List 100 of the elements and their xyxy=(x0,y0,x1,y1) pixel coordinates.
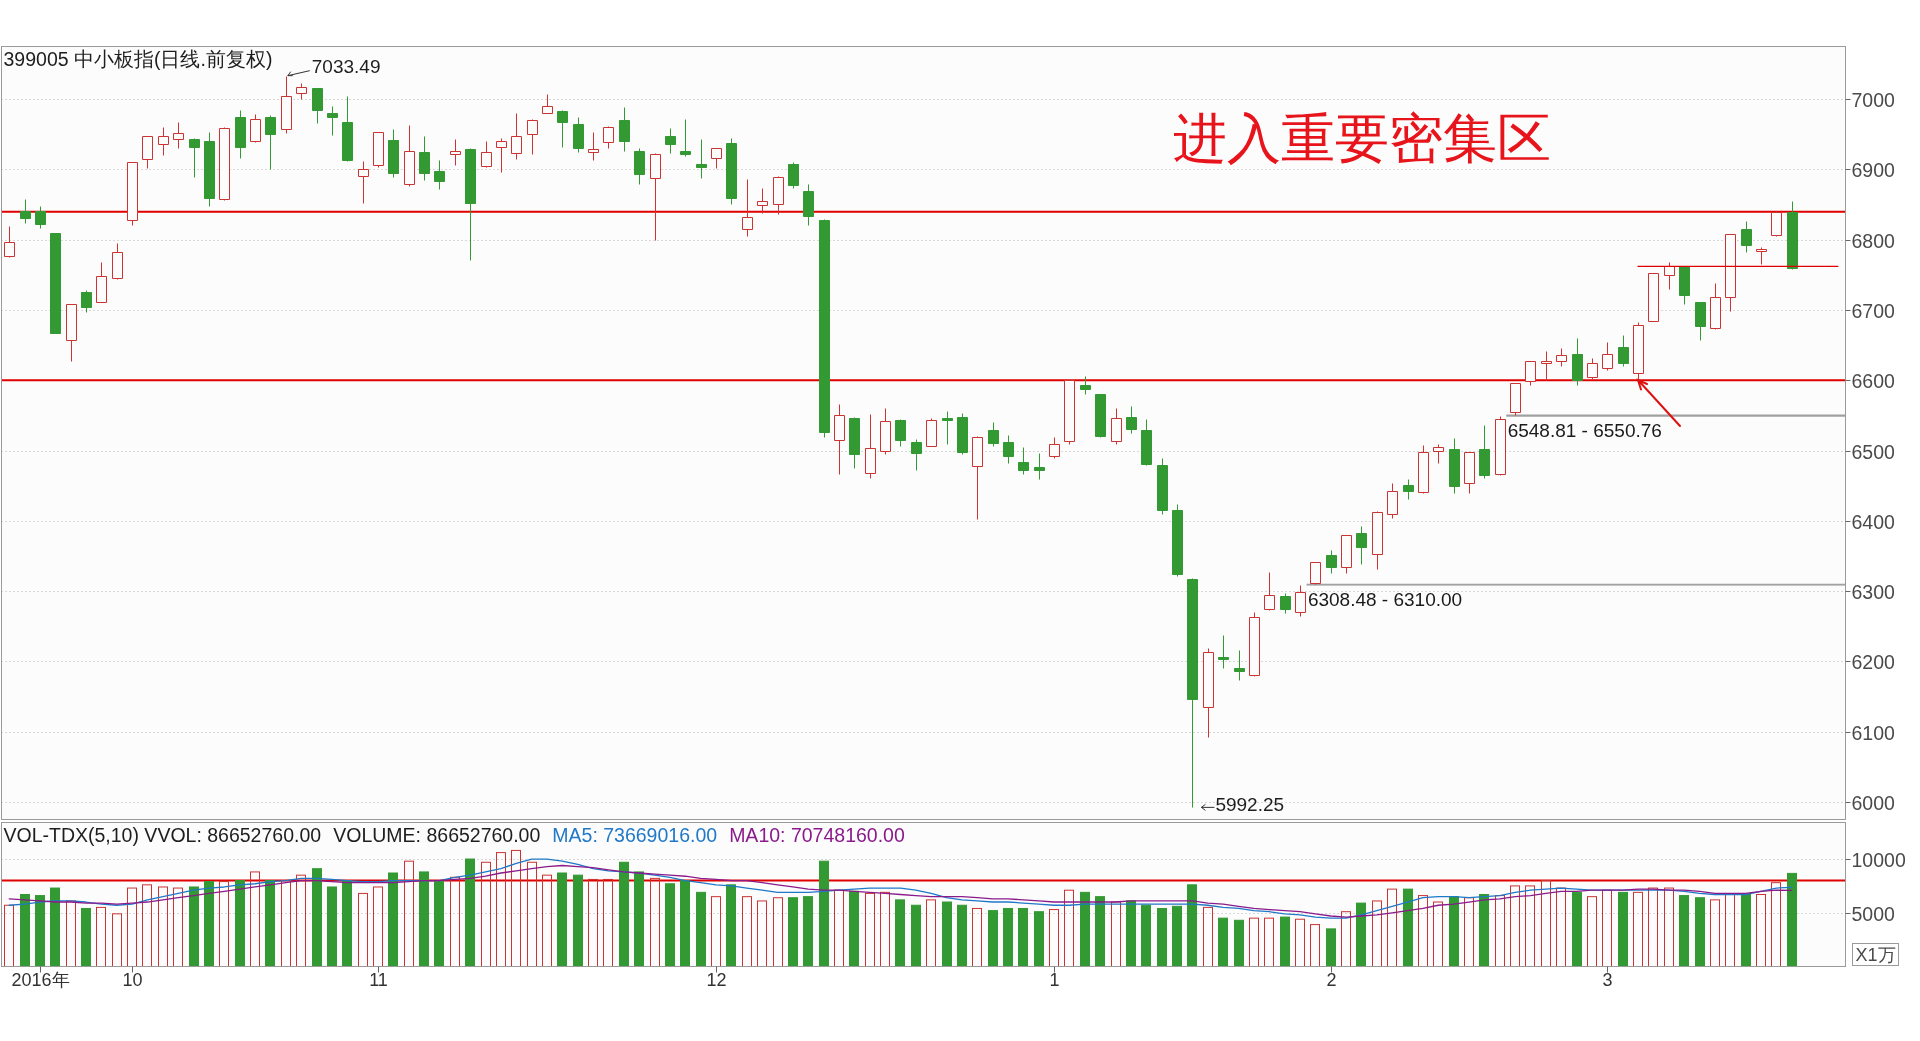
bar xyxy=(1295,918,1305,967)
bar xyxy=(865,892,875,967)
candlestick xyxy=(650,153,661,241)
series-label: MA5: 73669016.00 xyxy=(552,823,718,846)
candlestick xyxy=(880,408,891,455)
x-tick-label: 10 xyxy=(122,969,143,990)
bar xyxy=(265,880,275,967)
bar xyxy=(1449,896,1459,967)
annotation: 进入重要密集区 xyxy=(1173,109,1551,169)
candlestick xyxy=(388,129,399,178)
bar xyxy=(1111,901,1121,967)
bar xyxy=(880,891,890,967)
bar xyxy=(1771,882,1781,967)
bar xyxy=(1387,888,1397,967)
bar xyxy=(342,880,352,967)
candlestick xyxy=(757,188,768,214)
candlestick xyxy=(1372,511,1383,570)
candlestick xyxy=(1403,479,1414,500)
candlestick xyxy=(1049,437,1060,459)
candlestick xyxy=(265,115,276,170)
bar xyxy=(603,878,613,967)
candlestick xyxy=(634,148,645,185)
candlestick xyxy=(1418,445,1429,494)
x-tick-label: 3 xyxy=(1602,969,1613,990)
candlestick xyxy=(189,138,200,178)
candlestick xyxy=(803,184,814,226)
candlestick xyxy=(849,417,860,469)
candlestick xyxy=(1664,262,1675,290)
x-tick-label: 1 xyxy=(1049,969,1060,990)
candlestick xyxy=(911,439,922,471)
bar xyxy=(250,871,260,967)
candlestick xyxy=(4,226,15,258)
bar xyxy=(1003,907,1013,967)
candlestick xyxy=(1126,406,1137,434)
x-tick-label: 11 xyxy=(369,969,388,990)
bar xyxy=(1433,901,1443,967)
chart-title: 399005 中小板指(日线.前复权) xyxy=(3,47,273,70)
series-label: VOLUME: 86652760.00 xyxy=(333,823,541,846)
bar xyxy=(573,874,583,967)
series-label: MA10: 70748160.00 xyxy=(729,823,905,846)
y-tick-label: 6200 xyxy=(1851,650,1896,673)
bar xyxy=(1556,887,1566,967)
candlestick xyxy=(112,243,123,280)
bar xyxy=(1510,885,1520,967)
candlestick xyxy=(1218,635,1229,669)
candlestick xyxy=(726,138,737,205)
bar xyxy=(50,887,60,967)
bar xyxy=(527,861,537,967)
bar xyxy=(1372,900,1382,967)
bar xyxy=(972,907,982,967)
candlestick xyxy=(327,106,338,136)
bar xyxy=(542,874,552,967)
candlestick xyxy=(819,219,830,438)
candlestick xyxy=(1172,504,1183,577)
bar xyxy=(1725,894,1735,967)
y-tick-label: 6300 xyxy=(1851,580,1896,603)
y-tick-label: 6800 xyxy=(1851,229,1896,252)
candlestick xyxy=(1525,361,1536,386)
bar xyxy=(711,896,721,967)
candlestick xyxy=(1234,650,1245,681)
candlestick xyxy=(127,162,138,226)
bar xyxy=(957,904,967,967)
bar xyxy=(849,890,859,967)
x-tick-label: 2016年 xyxy=(11,969,70,990)
candlestick xyxy=(1464,452,1475,494)
candlestick xyxy=(1710,283,1721,330)
bar xyxy=(158,886,168,967)
bar xyxy=(373,886,383,967)
bar xyxy=(834,889,844,967)
candlestick xyxy=(1387,483,1398,519)
bar xyxy=(1172,905,1182,967)
candlestick xyxy=(788,162,799,189)
candlestick xyxy=(957,413,968,455)
candlestick xyxy=(1095,394,1106,438)
bar xyxy=(926,899,936,967)
y-tick-label: 6500 xyxy=(1851,440,1896,463)
bar xyxy=(895,899,905,967)
annotation: 5992.25 xyxy=(1215,794,1285,816)
bar xyxy=(665,883,675,967)
bar xyxy=(481,861,491,967)
bar xyxy=(1648,887,1658,967)
candlestick xyxy=(434,160,445,190)
candlestick xyxy=(1034,453,1045,480)
candlestick xyxy=(1495,416,1506,476)
candlestick xyxy=(1618,335,1629,367)
bar xyxy=(726,884,736,967)
candlestick xyxy=(542,94,553,114)
y-tick-label: 6400 xyxy=(1851,510,1896,533)
candlestick xyxy=(742,179,753,237)
candlestick xyxy=(496,138,507,173)
bar xyxy=(1218,917,1228,967)
candlestick xyxy=(173,122,184,149)
candlestick xyxy=(312,88,323,124)
y-tick-label: 6700 xyxy=(1851,299,1896,322)
candlestick xyxy=(296,83,307,100)
candlestick xyxy=(1295,585,1306,617)
candlestick xyxy=(1787,201,1798,270)
bar xyxy=(634,871,644,967)
bar xyxy=(96,906,106,967)
bar xyxy=(173,887,183,967)
